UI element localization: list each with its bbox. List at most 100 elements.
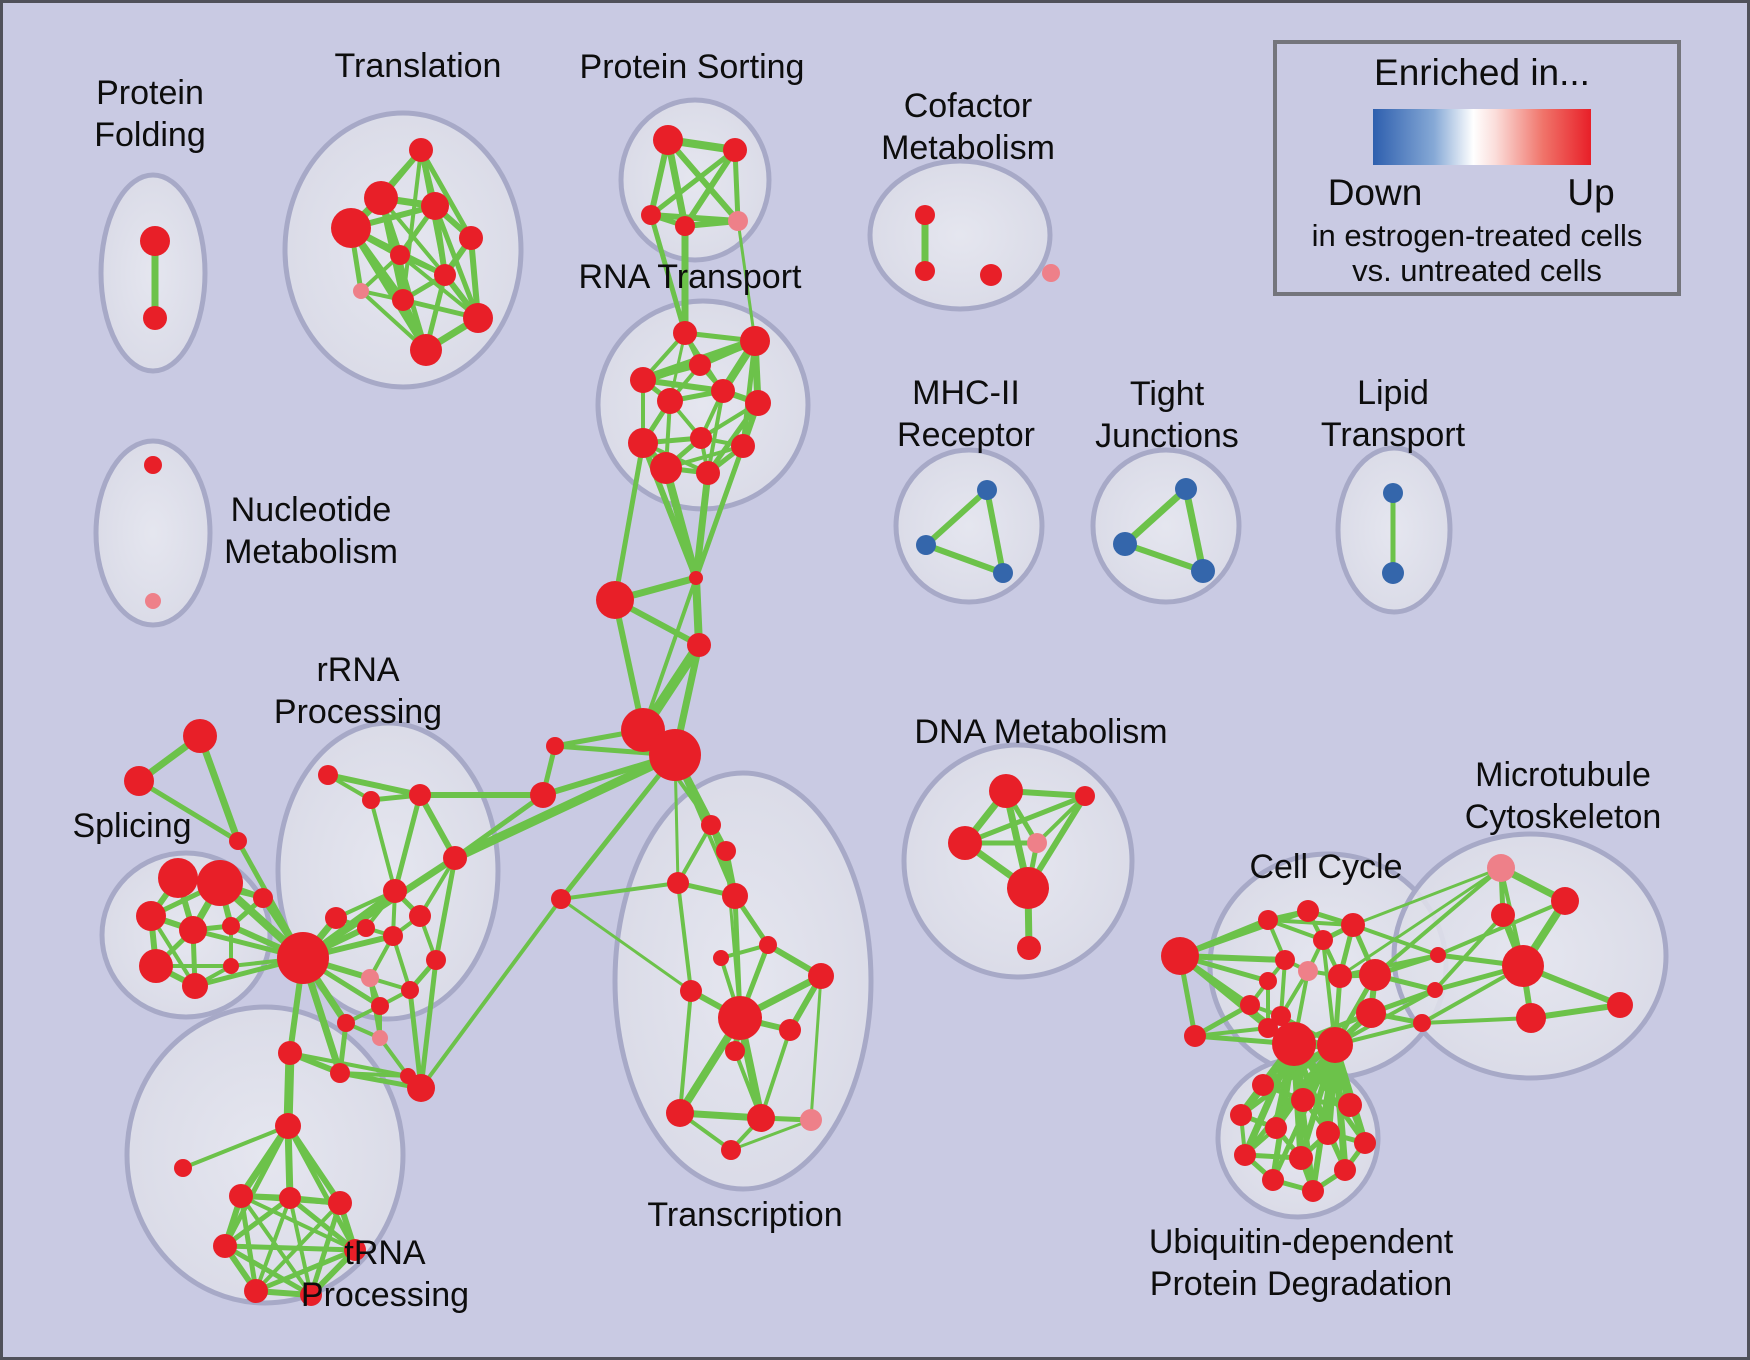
edge-rt7-c1 xyxy=(694,401,760,580)
edge-rr18-rr9 xyxy=(433,855,458,963)
edge-tn5-tn9 xyxy=(254,1196,292,1293)
node-rt9 xyxy=(690,427,712,449)
node-ccm2 xyxy=(1427,982,1443,998)
node-ub12 xyxy=(1302,1180,1324,1202)
edge-dm2-dm3 xyxy=(962,793,1088,846)
node-rr5 xyxy=(383,926,403,946)
node-rr15 xyxy=(318,765,338,785)
node-ps1 xyxy=(653,125,683,155)
node-t9 xyxy=(392,289,414,311)
cluster-label-dna-metabolism: DNA Metabolism xyxy=(914,713,1167,751)
node-rr9 xyxy=(426,950,446,970)
node-ub8 xyxy=(1234,1144,1256,1166)
node-tj3 xyxy=(1191,559,1215,583)
node-rr7 xyxy=(371,997,389,1015)
cluster-tight-junctions xyxy=(1090,447,1242,605)
node-cc5 xyxy=(1275,950,1295,970)
node-tri2 xyxy=(124,766,154,796)
node-cc1 xyxy=(1258,910,1278,930)
node-cc_left2 xyxy=(1184,1025,1206,1047)
node-rr_hub xyxy=(277,932,329,984)
node-tj2 xyxy=(1113,532,1137,556)
edge-rr16-rr3 xyxy=(369,798,397,893)
edge-rr9-rr14 xyxy=(418,957,439,1091)
node-tn6 xyxy=(328,1191,352,1215)
node-nm1 xyxy=(144,456,162,474)
edge-ps2-ps3 xyxy=(648,147,738,218)
node-mh2 xyxy=(916,535,936,555)
node-ub9 xyxy=(1289,1146,1313,1170)
node-tr12 xyxy=(666,1099,694,1127)
node-tr8 xyxy=(808,963,834,989)
node-tr11 xyxy=(725,1041,745,1061)
node-ccm3 xyxy=(1413,1014,1431,1032)
edge-rr14-n558 xyxy=(419,897,563,1090)
legend-subtitle-line2: vs. untreated cells xyxy=(1352,253,1602,288)
node-cf3 xyxy=(980,264,1002,286)
node-tn7 xyxy=(213,1234,237,1258)
edge-tn2-tn3 xyxy=(181,1124,290,1170)
node-rr16 xyxy=(362,791,380,809)
cluster-label-ubiquitin: Ubiquitin-dependent Protein Degradation xyxy=(1149,1223,1454,1303)
node-tr7 xyxy=(680,980,702,1002)
node-pf1 xyxy=(140,226,170,256)
node-sp6 xyxy=(253,888,273,908)
cluster-label-lipid-transport: Lipid Transport xyxy=(1321,374,1466,454)
node-tn8 xyxy=(344,1239,366,1261)
node-rr14 xyxy=(407,1074,435,1102)
node-ub2 xyxy=(1291,1088,1315,1112)
node-t1 xyxy=(409,138,433,162)
node-dm2 xyxy=(1075,786,1095,806)
cluster-label-translation: Translation xyxy=(335,47,502,85)
node-rt3 xyxy=(630,367,656,393)
edge-c2-hub1 xyxy=(612,597,646,733)
node-tr14 xyxy=(800,1109,822,1131)
node-tr5 xyxy=(759,936,777,954)
node-t7 xyxy=(434,264,456,286)
edge-rt2-rt10 xyxy=(740,338,758,449)
node-cf4 xyxy=(1042,264,1060,282)
edge-rr8-rr14 xyxy=(407,987,424,1091)
node-rt6 xyxy=(657,388,683,414)
node-pf2 xyxy=(143,306,167,330)
node-ub11 xyxy=(1262,1169,1284,1191)
edge-tr3-tr7 xyxy=(676,881,693,993)
cluster-label-tight-junctions: Tight Junctions xyxy=(1095,375,1239,455)
node-tj1 xyxy=(1175,478,1197,500)
node-tr1 xyxy=(701,815,721,835)
node-mc3 xyxy=(1491,903,1515,927)
cluster-label-cofactor-metabolism: Cofactor Metabolism xyxy=(881,87,1055,167)
legend-title: Enriched in... xyxy=(1374,52,1590,93)
node-dm5 xyxy=(1007,867,1049,909)
node-rr12 xyxy=(337,1014,355,1032)
node-t11 xyxy=(410,334,442,366)
node-sp9 xyxy=(223,958,239,974)
cluster-label-rna-transport: RNA Transport xyxy=(579,258,803,296)
node-sp4 xyxy=(179,916,207,944)
node-mh3 xyxy=(993,563,1013,583)
edge-tj1-tj3 xyxy=(1182,485,1207,575)
node-sp8 xyxy=(182,973,208,999)
edge-tr10-tr13 xyxy=(759,1028,792,1120)
node-mc5 xyxy=(1516,1003,1546,1033)
node-cc4 xyxy=(1313,930,1333,950)
edge-ps2-ps4 xyxy=(682,147,738,229)
node-rr2 xyxy=(357,919,375,937)
cluster-label-protein-folding: Protein Folding xyxy=(94,74,206,154)
node-c2 xyxy=(596,581,634,619)
node-rr4 xyxy=(409,905,431,927)
node-ub6 xyxy=(1316,1121,1340,1145)
edge-tr1-tr3 xyxy=(676,823,713,885)
cluster-label-microtubule-cytoskeleton: Microtubule Cytoskeleton xyxy=(1465,756,1662,836)
node-rt2 xyxy=(740,326,770,356)
node-mc6 xyxy=(1607,992,1633,1018)
node-tn10 xyxy=(300,1284,322,1306)
edge-tr8-tr14 xyxy=(809,974,823,1122)
edge-tn7-tn8 xyxy=(222,1243,358,1253)
node-t8 xyxy=(353,283,369,299)
edge-tri1-tri3 xyxy=(196,732,242,845)
edge-tn4-tn8 xyxy=(239,1194,357,1252)
edge-tn2-tn8 xyxy=(285,1123,358,1253)
node-cc11 xyxy=(1258,1018,1278,1038)
node-cc13 xyxy=(1317,1027,1353,1063)
